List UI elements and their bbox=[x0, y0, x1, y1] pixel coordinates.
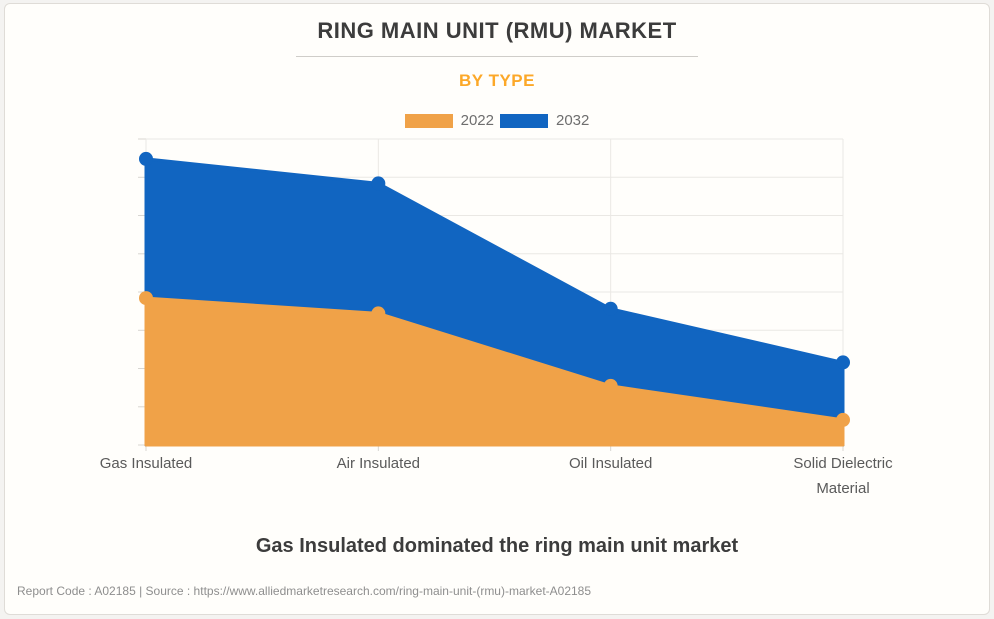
marker-2022 bbox=[836, 412, 850, 427]
marker-2032 bbox=[836, 355, 850, 370]
legend-item-2022[interactable]: 2022 bbox=[404, 112, 494, 129]
legend-label-2022: 2022 bbox=[460, 112, 494, 129]
legend-swatch-2022-icon bbox=[404, 113, 453, 128]
chart-card: RING MAIN UNIT (RMU) MARKET BY TYPE 2022… bbox=[4, 3, 990, 615]
area-2032 bbox=[144, 157, 845, 447]
area-2022 bbox=[144, 296, 845, 447]
marker-2032 bbox=[139, 151, 153, 166]
x-axis-label: Solid Dielectric Material bbox=[793, 455, 893, 497]
marker-2032 bbox=[371, 176, 386, 191]
chart-subtitle: BY TYPE bbox=[459, 71, 535, 90]
title-divider bbox=[296, 56, 698, 57]
marker-2032 bbox=[603, 301, 618, 316]
marker-2022 bbox=[371, 306, 386, 321]
report-source-text: Report Code : A02185 | Source : https://… bbox=[17, 584, 592, 598]
x-axis-label: Gas Insulated bbox=[100, 455, 193, 472]
x-axis-label: Air Insulated bbox=[337, 455, 420, 472]
gridlines bbox=[138, 138, 844, 451]
chart-title: RING MAIN UNIT (RMU) MARKET bbox=[317, 18, 677, 43]
x-axis-label: Oil Insulated bbox=[569, 455, 652, 472]
marker-2022 bbox=[603, 378, 618, 393]
chart-legend: 2022 2032 bbox=[5, 112, 989, 129]
chart-caption: Gas Insulated dominated the ring main un… bbox=[255, 535, 739, 557]
marker-2022 bbox=[139, 291, 153, 306]
legend-swatch-2032-icon bbox=[500, 113, 548, 128]
legend-label-2032: 2032 bbox=[556, 112, 590, 129]
legend-item-2032[interactable]: 2032 bbox=[500, 112, 589, 129]
